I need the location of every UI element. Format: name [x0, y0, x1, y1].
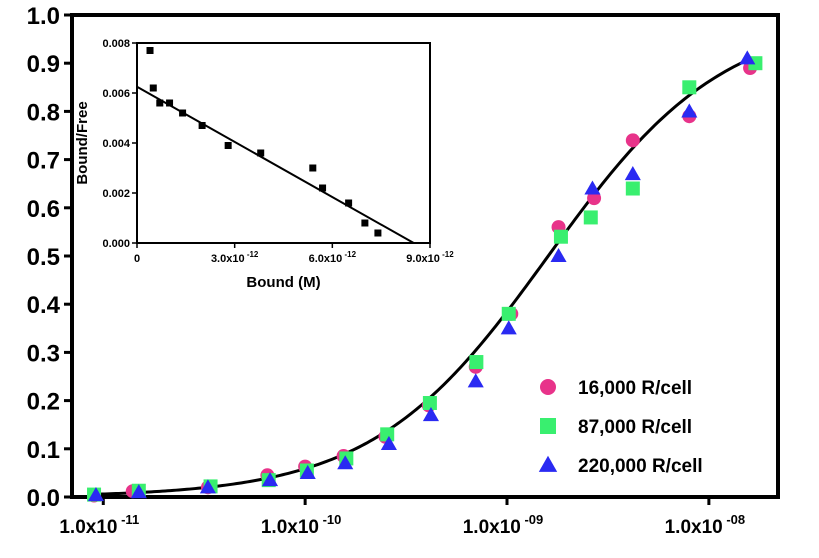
inset-x-axis-label: Bound (M) — [246, 274, 320, 291]
y-tick-label: 0.9 — [27, 51, 60, 78]
data-point-series-3 — [681, 103, 698, 118]
inset-x-tick-label: 3.0x10 -12 — [211, 250, 259, 265]
y-tick-label: 0.7 — [27, 148, 60, 175]
x-tick-label: 1.0x10 -08 — [665, 512, 746, 538]
inset-y-tick-label: 0.000 — [102, 238, 130, 250]
inset-data-point — [345, 199, 353, 207]
inset-y-tick-label: 0.002 — [102, 188, 130, 200]
legend-label-1: 16,000 R/cell — [578, 378, 692, 399]
data-point-series-2 — [625, 181, 640, 196]
legend-marker-1 — [540, 379, 556, 395]
y-tick-label: 0.8 — [27, 99, 60, 126]
inset-plot: 0.000 0.002 0.004 0.006 0.008 0 3.0x10 -12 6.0x… — [74, 38, 454, 291]
data-point-series-1 — [587, 191, 602, 206]
inset-data-point — [149, 84, 157, 92]
x-tick-label: 1.0x10 -10 — [261, 512, 342, 538]
legend: 16,000 R/cell 87,000 R/cell 220,000 R/cell — [538, 378, 703, 477]
data-point-series-2 — [469, 355, 484, 370]
data-point-series-3 — [584, 180, 601, 195]
data-point-series-3 — [624, 166, 641, 181]
data-point-series-3 — [87, 487, 105, 502]
inset-y-tick-label: 0.004 — [102, 138, 130, 150]
legend-label-2: 87,000 R/cell — [578, 417, 692, 438]
y-tick-label: 0.0 — [27, 485, 60, 512]
inset-data-point — [166, 99, 174, 107]
data-point-series-3 — [739, 50, 756, 65]
inset-data-point — [179, 109, 187, 117]
inset-x-tick-label: 6.0x10 -12 — [309, 250, 357, 265]
inset-data-point — [257, 149, 265, 157]
data-point-series-3 — [380, 435, 397, 451]
x-tick-label: 1.0x10 -11 — [59, 512, 139, 538]
inset-data-point — [198, 122, 206, 129]
y-tick-label: 0.6 — [27, 196, 60, 223]
data-point-series-3 — [550, 247, 567, 263]
inset-y-tick-label: 0.008 — [102, 38, 130, 50]
data-point-series-2 — [583, 210, 598, 225]
legend-marker-2 — [540, 418, 556, 434]
inset-data-point — [224, 142, 232, 149]
data-point-series-3 — [422, 407, 440, 422]
data-point-series-2 — [422, 396, 437, 411]
inset-data-point — [374, 229, 382, 237]
inset-x-tick-label: 0 — [134, 253, 140, 265]
data-point-series-2 — [553, 229, 568, 244]
inset-frame — [136, 42, 431, 244]
inset-y-tick-label: 0.006 — [102, 88, 130, 100]
inset-data-point — [156, 99, 164, 107]
inset-data-point — [319, 184, 327, 192]
data-point-series-3 — [467, 373, 484, 388]
data-point-series-3 — [500, 320, 517, 335]
data-point-series-3 — [261, 472, 279, 487]
data-point-series-3 — [337, 455, 354, 470]
inset-data-point — [361, 219, 369, 227]
legend-marker-3 — [538, 455, 558, 472]
y-tick-label: 0.2 — [27, 389, 60, 416]
y-tick-label: 0.5 — [27, 244, 60, 271]
inset-x-tick-label: 9.0x10 -12 — [406, 250, 454, 265]
x-tick-label: 1.0x10 -09 — [463, 512, 544, 538]
data-point-series-2 — [682, 80, 697, 95]
data-point-series-2 — [501, 306, 516, 321]
main-plot: 0.0 0.1 0.2 0.3 0.4 0.5 0.6 0.7 0.8 0.9 1.0 1.0x10 … — [27, 3, 780, 538]
inset-data-point — [309, 164, 317, 172]
inset-y-axis-label: Bound/Free — [74, 101, 91, 184]
y-tick-label: 1.0 — [27, 3, 60, 30]
legend-label-3: 220,000 R/cell — [578, 456, 703, 477]
data-point-series-1 — [625, 133, 640, 148]
y-tick-label: 0.1 — [27, 437, 60, 464]
data-point-series-3 — [299, 464, 316, 479]
y-tick-label: 0.3 — [27, 340, 60, 367]
data-point-series-2 — [380, 427, 395, 442]
data-point-series-3 — [199, 479, 216, 494]
data-point-series-3 — [130, 484, 147, 499]
inset-data-point — [146, 47, 154, 54]
y-tick-label: 0.4 — [27, 292, 61, 319]
